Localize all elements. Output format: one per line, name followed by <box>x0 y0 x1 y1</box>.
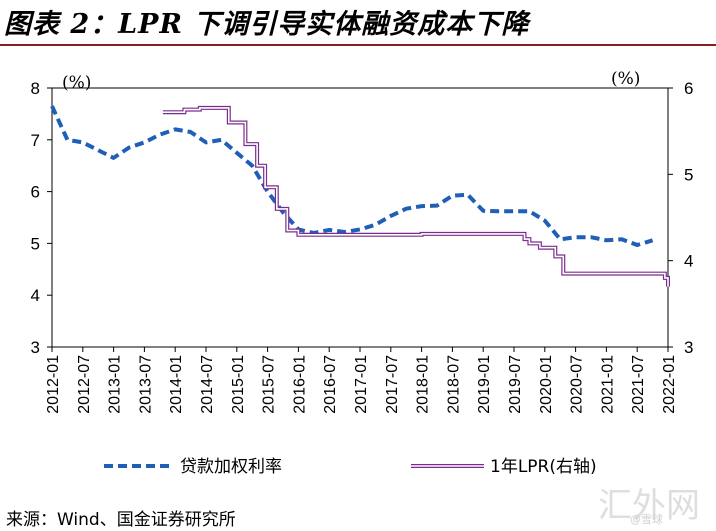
page-title: 图表 2：LPR 下调引导实体融资成本下降 <box>4 9 530 40</box>
x-tick-label: 2017-07 <box>384 355 401 414</box>
x-axis: 2012-01 2012-07 2013-01 2013-07 2014-01 2014-… <box>45 347 678 414</box>
x-tick-label: 2018-07 <box>445 355 462 414</box>
left-axis: 3 4 5 6 7 8 <box>31 79 52 357</box>
right-axis: 3 4 5 6 <box>668 79 693 357</box>
plot-area <box>51 87 669 348</box>
x-tick-label: 2014-07 <box>199 355 216 414</box>
right-tick-label: 4 <box>684 252 693 271</box>
left-tick-label: 4 <box>31 286 40 305</box>
right-tick-label: 5 <box>684 165 693 184</box>
x-tick-label: 2012-07 <box>76 355 93 414</box>
x-tick-label: 2013-07 <box>137 355 154 414</box>
watermark-sub: @雪球 <box>630 513 663 526</box>
left-tick-label: 6 <box>31 183 40 202</box>
title-divider <box>0 44 716 46</box>
x-tick-label: 2015-07 <box>261 355 278 414</box>
x-tick-label: 2015-01 <box>230 355 247 414</box>
x-tick-label: 2016-07 <box>322 355 339 414</box>
right-tick-label: 6 <box>684 79 693 98</box>
x-tick-label: 2012-01 <box>45 355 62 414</box>
x-tick-label: 2014-01 <box>168 355 185 414</box>
left-tick-label: 7 <box>31 131 40 150</box>
series-lpr-line-outer <box>162 105 670 287</box>
left-tick-label: 8 <box>31 79 40 98</box>
x-tick-label: 2019-07 <box>507 355 524 414</box>
x-tick-label: 2013-01 <box>107 355 124 414</box>
x-tick-label: 2021-01 <box>599 355 616 414</box>
x-tick-label: 2019-01 <box>476 355 493 414</box>
x-tick-label: 2016-01 <box>291 355 308 414</box>
x-tick-label: 2018-01 <box>415 355 432 414</box>
watermark: 汇外网 <box>598 486 700 526</box>
left-axis-unit: (%) <box>62 73 91 93</box>
legend-label-loan-rate: 贷款加权利率 <box>180 457 282 477</box>
right-tick-label: 3 <box>684 338 693 357</box>
series-loan-rate-line <box>50 105 654 247</box>
series-lpr-line-inner <box>162 107 669 287</box>
x-tick-label: 2017-01 <box>353 355 370 414</box>
right-axis-unit: (%) <box>611 69 640 89</box>
x-tick-label: 2020-07 <box>569 355 586 414</box>
x-tick-label: 2022-01 <box>661 355 678 414</box>
legend-label-lpr: 1年LPR(右轴) <box>490 457 597 477</box>
legend: 贷款加权利率 1年LPR(右轴) <box>104 457 597 477</box>
series-layer <box>50 105 670 287</box>
x-tick-label: 2021-07 <box>630 355 647 414</box>
x-tick-label: 2020-01 <box>538 355 555 414</box>
left-tick-label: 3 <box>31 338 40 357</box>
source-note: 来源：Wind、国金证券研究所 <box>6 510 236 530</box>
left-tick-label: 5 <box>31 234 40 253</box>
